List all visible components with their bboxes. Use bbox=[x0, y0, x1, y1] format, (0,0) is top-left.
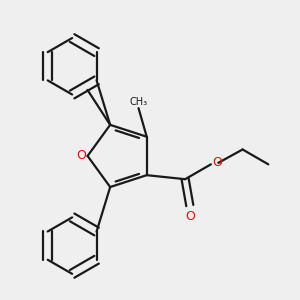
Text: O: O bbox=[185, 210, 195, 223]
Text: O: O bbox=[76, 149, 86, 162]
Text: CH₃: CH₃ bbox=[130, 97, 148, 107]
Text: O: O bbox=[212, 156, 222, 170]
